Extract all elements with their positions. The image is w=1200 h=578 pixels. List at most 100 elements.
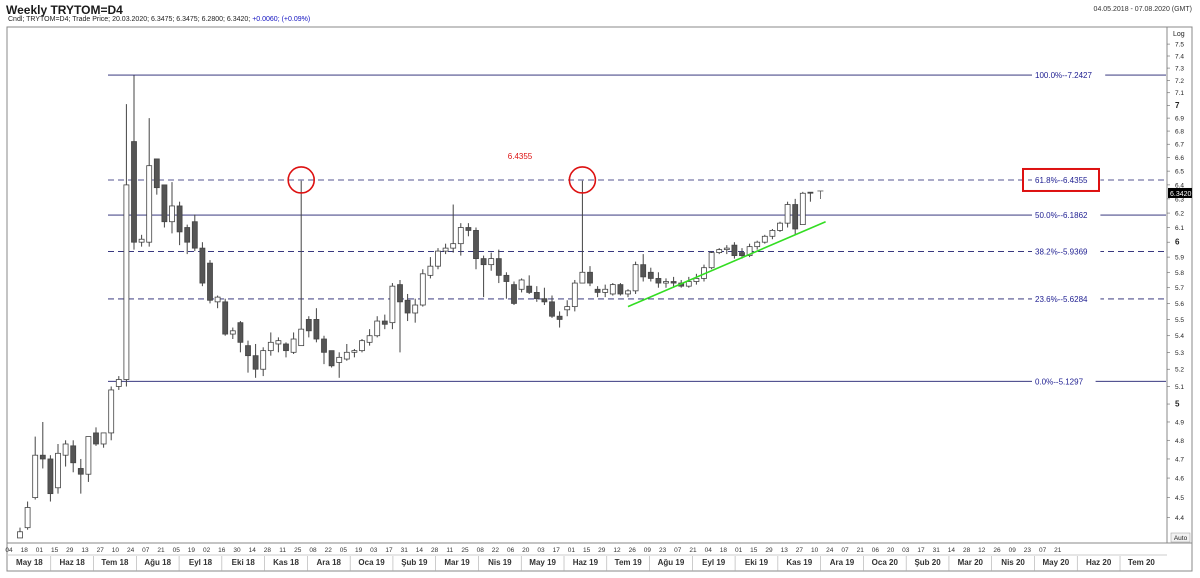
candle-up bbox=[267, 341, 274, 352]
day-tick-label: 30 bbox=[233, 547, 241, 554]
candle-down bbox=[184, 227, 191, 243]
day-tick-label: 25 bbox=[461, 547, 469, 554]
candle-up bbox=[761, 235, 768, 243]
candle-up bbox=[632, 264, 639, 292]
candle-up bbox=[32, 454, 39, 498]
candle-up bbox=[412, 304, 419, 314]
day-tick-label: 27 bbox=[796, 547, 804, 554]
day-tick-label: 12 bbox=[978, 547, 986, 554]
price-tick-label: 7 bbox=[1175, 101, 1180, 110]
day-tick-label: 13 bbox=[81, 547, 89, 554]
candle-down bbox=[807, 191, 814, 194]
price-tick-label: 6.8 bbox=[1175, 129, 1184, 136]
candles bbox=[17, 75, 814, 539]
candle-down bbox=[131, 141, 137, 243]
price-tick-label: 4.9 bbox=[1175, 419, 1184, 426]
day-tick-label: 21 bbox=[1054, 547, 1062, 554]
day-tick-label: 24 bbox=[127, 547, 135, 554]
candle-up bbox=[579, 271, 586, 284]
candle-down bbox=[328, 350, 335, 367]
price-change: +0.0060; (+0.09%) bbox=[252, 16, 311, 23]
candle-up bbox=[609, 284, 616, 295]
day-tick-label: 29 bbox=[598, 547, 606, 554]
day-tick-label: 24 bbox=[826, 547, 834, 554]
window-title: Weekly TRYTOM=D4 bbox=[6, 3, 123, 17]
candle-up bbox=[571, 282, 578, 308]
day-tick-label: 08 bbox=[309, 547, 317, 554]
day-tick-label: 11 bbox=[279, 547, 286, 554]
candle-up bbox=[343, 351, 350, 360]
month-label: Tem 18 bbox=[101, 558, 129, 567]
month-label: Kas 19 bbox=[786, 558, 812, 567]
day-tick-label: 21 bbox=[857, 547, 865, 554]
price-tick-label: 7.4 bbox=[1175, 54, 1184, 61]
candle-up bbox=[442, 247, 449, 252]
candle-up bbox=[746, 246, 753, 257]
candle-down bbox=[617, 284, 624, 295]
instrument-info: Cndl; TRYTOM=D4; Trade Price; 20.03.2020… bbox=[8, 16, 310, 23]
candle-up bbox=[123, 184, 130, 380]
instrument-ohlc: Cndl; TRYTOM=D4; Trade Price; 20.03.2020… bbox=[8, 16, 251, 23]
circled-high bbox=[287, 166, 316, 194]
candle-up bbox=[374, 320, 381, 337]
day-tick-label: 04 bbox=[5, 547, 13, 554]
month-label: Mar 20 bbox=[958, 558, 984, 567]
month-label: Nis 19 bbox=[488, 558, 512, 567]
month-label: Mar 19 bbox=[444, 558, 470, 567]
candle-down bbox=[587, 271, 593, 284]
month-label: Haz 20 bbox=[1086, 558, 1112, 567]
candle-down bbox=[670, 281, 677, 284]
log-scale-label: Log bbox=[1173, 31, 1185, 38]
month-label: Haz 19 bbox=[573, 558, 599, 567]
highlight-box bbox=[1022, 167, 1100, 192]
candle-down bbox=[404, 299, 411, 314]
fib-label: 0.0%--5.1297 bbox=[1035, 377, 1084, 386]
day-tick-label: 11 bbox=[446, 547, 453, 554]
fib-label-bg bbox=[1032, 376, 1096, 386]
day-tick-label: 07 bbox=[1039, 547, 1047, 554]
fib-label-bg bbox=[1032, 174, 1101, 184]
price-tick-label: 5.6 bbox=[1175, 301, 1184, 308]
candle-down bbox=[93, 432, 99, 445]
plot-area-frame bbox=[6, 26, 1168, 544]
candle-down bbox=[47, 458, 54, 495]
day-tick-label: 10 bbox=[811, 547, 819, 554]
day-tick-label: 15 bbox=[51, 547, 59, 554]
candle-up bbox=[275, 340, 282, 345]
candle-down bbox=[731, 244, 738, 257]
month-label: May 19 bbox=[529, 558, 556, 567]
day-tick-label: 22 bbox=[325, 547, 333, 554]
price-tick-label: 4.7 bbox=[1175, 456, 1184, 463]
month-label: Tem 19 bbox=[615, 558, 643, 567]
price-tick-label: 5.8 bbox=[1175, 270, 1184, 277]
day-tick-label: 21 bbox=[157, 547, 165, 554]
day-tick-label: 20 bbox=[522, 547, 530, 554]
candle-down bbox=[237, 322, 244, 343]
candle-down bbox=[176, 205, 183, 233]
candle-up bbox=[625, 290, 631, 295]
candle-down bbox=[473, 230, 479, 260]
candle-down bbox=[549, 301, 555, 317]
day-tick-label: 14 bbox=[249, 547, 257, 554]
candle-up bbox=[146, 165, 153, 243]
candle-down bbox=[647, 271, 654, 279]
price-tick-label: 7.3 bbox=[1175, 66, 1184, 73]
candle-down bbox=[655, 278, 662, 284]
month-label: May 20 bbox=[1043, 558, 1070, 567]
candle-up bbox=[115, 379, 122, 387]
price-tick-label: 6 bbox=[1175, 238, 1180, 247]
price-tick-label: 6.9 bbox=[1175, 116, 1184, 123]
candle-up bbox=[214, 296, 221, 303]
price-tick-label: 5.4 bbox=[1175, 333, 1184, 340]
candle-up bbox=[716, 249, 723, 254]
auto-scale-button[interactable]: Auto bbox=[1170, 532, 1191, 543]
auto-scale-label: Auto bbox=[1174, 535, 1188, 542]
day-tick-label: 05 bbox=[340, 547, 348, 554]
candle-up bbox=[389, 285, 396, 324]
candle-up bbox=[723, 247, 730, 251]
candle-up bbox=[564, 306, 571, 311]
day-tick-label: 03 bbox=[902, 547, 910, 554]
candle-down bbox=[321, 338, 327, 353]
fib-label-bg bbox=[1032, 246, 1101, 256]
